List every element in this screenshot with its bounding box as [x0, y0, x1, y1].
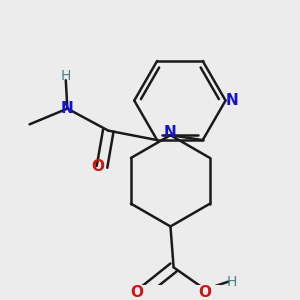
Text: N: N — [164, 125, 177, 140]
Text: O: O — [199, 285, 212, 300]
Text: N: N — [226, 93, 239, 108]
Text: O: O — [130, 285, 143, 300]
Text: N: N — [61, 101, 74, 116]
Text: H: H — [227, 274, 237, 289]
Text: O: O — [91, 159, 104, 174]
Text: H: H — [61, 70, 71, 83]
